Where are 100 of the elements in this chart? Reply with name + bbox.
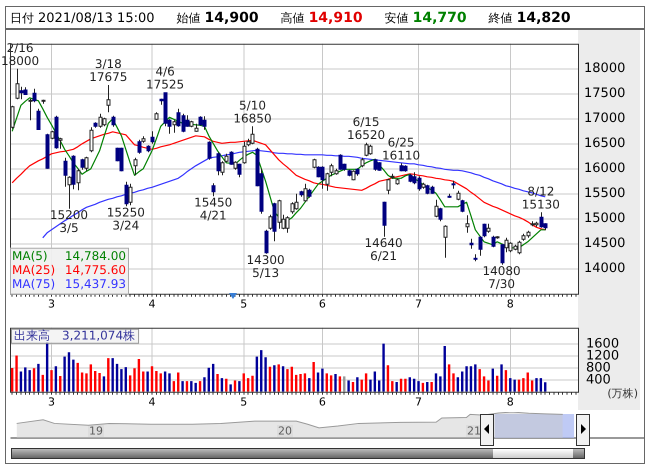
bar xyxy=(439,376,442,392)
bar xyxy=(138,359,140,392)
candlestick xyxy=(36,108,40,130)
text: MA(75) 15,437.93 xyxy=(12,276,126,291)
text: 14,770 xyxy=(412,10,467,26)
annotation: 3/18 17675 xyxy=(89,57,128,84)
candlestick xyxy=(492,235,496,248)
bar xyxy=(308,378,310,392)
bar xyxy=(326,373,328,392)
bar xyxy=(282,366,284,392)
bar xyxy=(264,357,267,392)
candlestick xyxy=(434,199,438,218)
candlestick xyxy=(286,216,290,234)
bar xyxy=(80,372,84,392)
bar xyxy=(107,358,110,392)
bar xyxy=(172,381,176,392)
y-tick-label: 18000 xyxy=(584,61,626,76)
candlestick xyxy=(304,183,308,202)
bar xyxy=(364,373,368,392)
bar xyxy=(492,368,494,392)
x-tick-label: 8 xyxy=(506,395,514,408)
bar xyxy=(482,376,486,392)
annotation: 15450 4/21 xyxy=(194,195,232,222)
bar xyxy=(347,380,350,392)
candlestick xyxy=(294,193,298,210)
candlestick xyxy=(64,157,68,188)
candlestick xyxy=(470,238,474,250)
candlestick xyxy=(242,141,246,164)
candlestick xyxy=(112,115,116,128)
annotation: 8/12 15130 xyxy=(522,184,560,212)
x-tick-label: 4 xyxy=(148,395,156,408)
y-tick-label: 16000 xyxy=(584,161,626,176)
annotation: 4/6 17525 xyxy=(146,64,184,92)
bar xyxy=(304,373,306,392)
bar xyxy=(522,378,525,392)
bar xyxy=(312,362,315,392)
bar xyxy=(256,356,258,392)
bar xyxy=(487,380,490,392)
bar xyxy=(395,382,398,392)
annotation: 14300 5/13 xyxy=(246,252,285,280)
annotation: 5/10 16850 xyxy=(233,98,272,126)
candlestick xyxy=(202,116,206,130)
candlestick xyxy=(16,68,20,100)
text: 14,820 xyxy=(516,10,571,26)
candlestick xyxy=(208,140,212,160)
bar xyxy=(374,372,376,392)
candlestick xyxy=(90,126,94,153)
bar xyxy=(164,372,166,392)
bar xyxy=(286,369,289,392)
candlestick xyxy=(98,113,102,128)
bar xyxy=(321,368,324,392)
candlestick xyxy=(212,182,216,197)
bar xyxy=(63,356,66,392)
bar xyxy=(146,372,149,392)
bar xyxy=(242,373,245,392)
candlestick xyxy=(444,224,448,258)
candlestick xyxy=(150,130,154,144)
bar xyxy=(181,381,184,392)
bar xyxy=(540,378,542,392)
candlestick xyxy=(76,168,80,191)
bar xyxy=(378,380,380,392)
x-tick-label: 4 xyxy=(148,297,156,310)
candlestick xyxy=(518,240,522,255)
bar xyxy=(72,360,75,392)
bar xyxy=(478,369,481,392)
bar xyxy=(422,382,424,392)
bar xyxy=(456,377,460,392)
x-tick-label: 8 xyxy=(506,297,514,310)
bar xyxy=(124,367,127,392)
bar xyxy=(382,344,385,392)
bar xyxy=(544,382,546,392)
bar xyxy=(290,366,294,392)
bar xyxy=(338,376,342,392)
bar xyxy=(343,376,346,392)
candlestick xyxy=(466,214,470,234)
bar xyxy=(90,364,92,392)
text: 14,910 xyxy=(308,10,363,26)
bar xyxy=(102,376,106,392)
x-tick-label: 6 xyxy=(318,297,326,310)
bar xyxy=(37,364,40,392)
candlestick xyxy=(478,236,482,256)
bar xyxy=(474,364,477,392)
bar xyxy=(461,372,464,392)
bar xyxy=(404,378,407,392)
x-tick-label: 5 xyxy=(240,395,248,408)
candlestick xyxy=(364,142,368,157)
bar xyxy=(111,358,114,392)
bar xyxy=(59,376,62,392)
candlestick xyxy=(250,126,254,145)
candlestick xyxy=(268,214,272,230)
bar xyxy=(386,365,390,392)
bar xyxy=(177,372,180,392)
bar xyxy=(54,366,58,392)
bar xyxy=(76,362,79,392)
candlestick xyxy=(368,144,372,156)
bar xyxy=(356,377,359,392)
bar xyxy=(246,378,250,392)
annotation: 15250 3/24 xyxy=(106,205,145,232)
text: 始値 xyxy=(176,10,201,26)
bar xyxy=(128,375,132,392)
